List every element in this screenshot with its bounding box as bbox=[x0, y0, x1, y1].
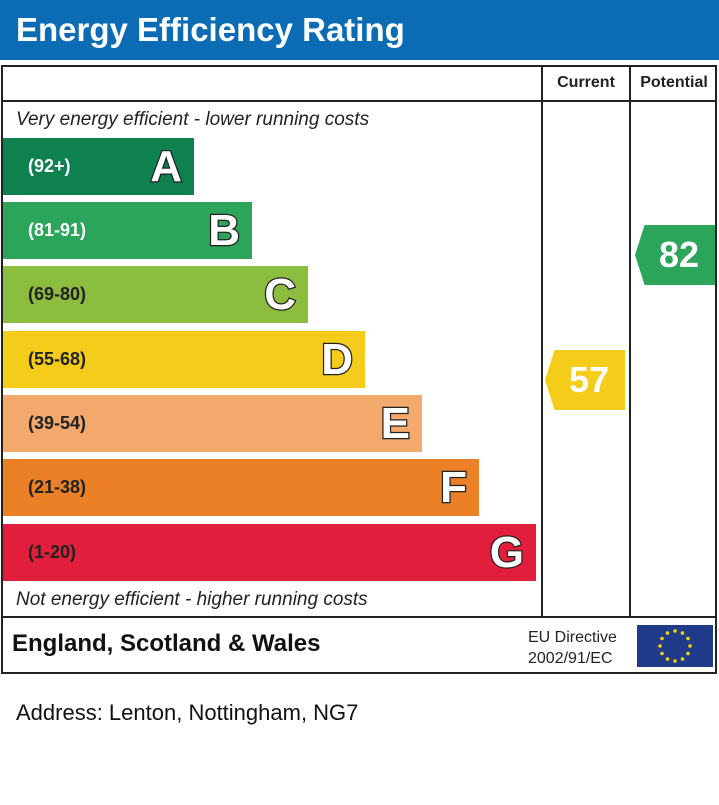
band-letter: D bbox=[320, 334, 354, 386]
potential-rating-arrow: 82 bbox=[635, 225, 715, 285]
band-c: (69-80) C bbox=[3, 266, 308, 323]
directive-line1: EU Directive bbox=[528, 629, 617, 646]
star bbox=[686, 636, 690, 641]
band-range: (92+) bbox=[28, 156, 71, 176]
directive-line2: 2002/91/EC bbox=[528, 650, 613, 667]
divider bbox=[629, 65, 631, 618]
chart-frame bbox=[1, 65, 717, 674]
band-range: (21-38) bbox=[28, 477, 87, 497]
star bbox=[660, 651, 664, 656]
band-b: (81-91) B bbox=[3, 202, 252, 259]
top-note: Very energy efficient - lower running co… bbox=[16, 109, 370, 130]
star bbox=[658, 644, 662, 648]
band-d: (55-68) D bbox=[3, 331, 365, 388]
star bbox=[686, 651, 690, 656]
address: Address: Lenton, Nottingham, NG7 bbox=[16, 700, 359, 725]
band-range: (81-91) bbox=[28, 220, 87, 240]
band-letter: F bbox=[439, 462, 468, 514]
eu-directive: EU Directive 2002/91/EC bbox=[528, 627, 617, 669]
star bbox=[688, 644, 692, 648]
band-f: (21-38) F bbox=[3, 459, 479, 516]
band-a: (92+) A bbox=[3, 138, 194, 195]
star bbox=[660, 636, 664, 641]
current-rating-arrow: 57 bbox=[545, 350, 625, 410]
star bbox=[673, 629, 677, 633]
band-g: (1-20) G bbox=[3, 524, 536, 581]
star bbox=[680, 631, 685, 635]
divider bbox=[541, 65, 543, 618]
band-letter: B bbox=[207, 205, 241, 257]
band-letter: G bbox=[489, 527, 526, 579]
divider bbox=[1, 616, 717, 618]
band-letter: E bbox=[379, 398, 411, 450]
band-letter: C bbox=[263, 269, 297, 321]
band-letter: A bbox=[149, 141, 183, 193]
band-range: (69-80) bbox=[28, 284, 87, 304]
potential-header: Potential bbox=[640, 74, 708, 91]
star bbox=[665, 631, 670, 635]
divider bbox=[1, 100, 717, 102]
star bbox=[680, 657, 685, 661]
star bbox=[673, 659, 677, 663]
eu-flag-icon bbox=[637, 625, 713, 667]
region-label: England, Scotland & Wales bbox=[12, 630, 321, 657]
current-header: Current bbox=[557, 74, 615, 91]
band-range: (55-68) bbox=[28, 349, 87, 369]
band-range: (39-54) bbox=[28, 413, 87, 433]
band-e: (39-54) E bbox=[3, 395, 422, 452]
page-title: Energy Efficiency Rating bbox=[0, 0, 719, 60]
star bbox=[665, 657, 670, 661]
bottom-note: Not energy efficient - higher running co… bbox=[16, 589, 368, 610]
band-range: (1-20) bbox=[28, 542, 77, 562]
